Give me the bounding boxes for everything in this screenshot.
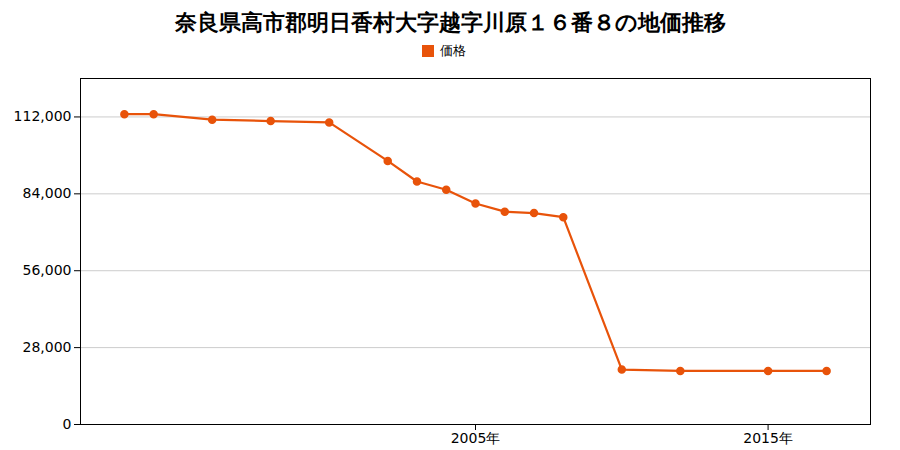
svg-text:112,000: 112,000 bbox=[14, 108, 72, 124]
svg-text:84,000: 84,000 bbox=[23, 185, 72, 201]
svg-text:28,000: 28,000 bbox=[23, 339, 72, 355]
html-text:価格: 価格 bbox=[440, 43, 466, 58]
svg-text:56,000: 56,000 bbox=[23, 262, 72, 278]
html-text:奈良県高市郡明日香村大字越字川原１６番８の地価推移: 奈良県高市郡明日香村大字越字川原１６番８の地価推移 bbox=[174, 10, 726, 35]
svg-text:0: 0 bbox=[63, 416, 72, 432]
svg-text:2015年: 2015年 bbox=[743, 430, 793, 446]
svg-text:2005年: 2005年 bbox=[451, 430, 501, 446]
